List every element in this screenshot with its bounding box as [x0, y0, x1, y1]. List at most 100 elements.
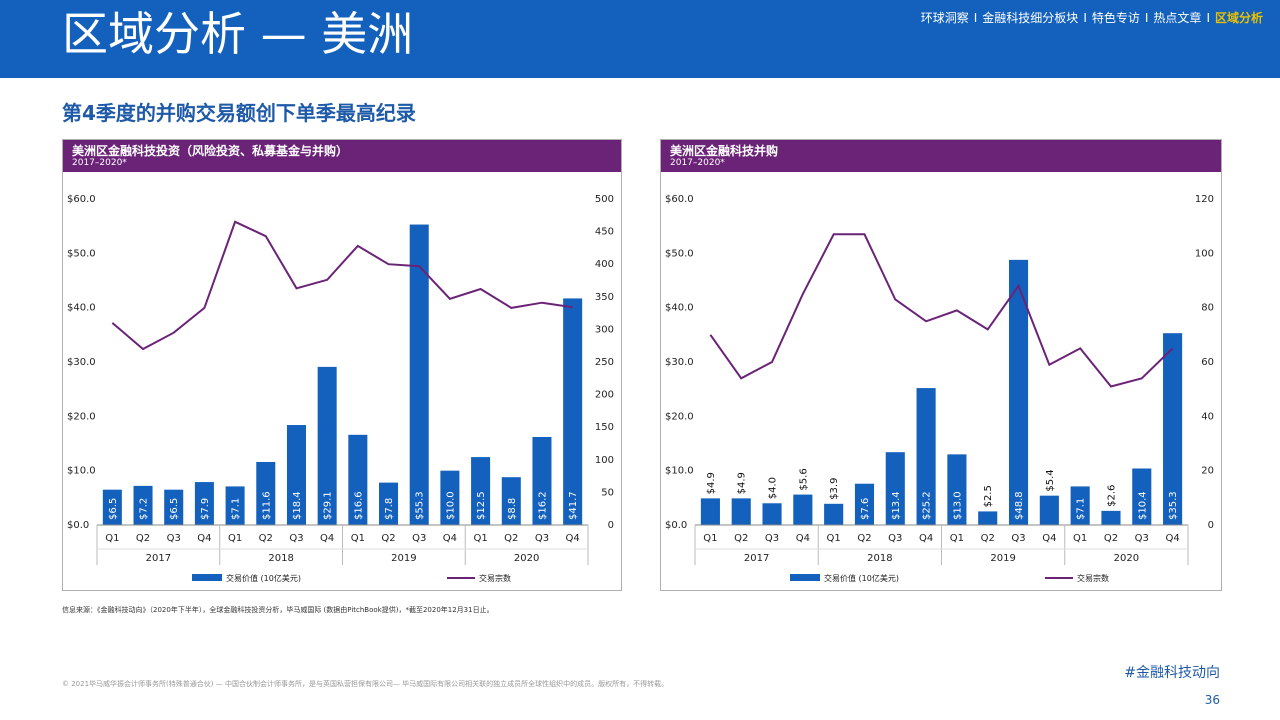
bar-data-label: $4.9	[737, 472, 748, 494]
bar-data-label: $25.2	[922, 491, 933, 520]
year-label: 2017	[744, 553, 769, 564]
bar-data-label: $2.6	[1106, 485, 1117, 507]
bar-data-label: $5.4	[1045, 469, 1056, 491]
legend-bar-label: 交易价值 (10亿美元)	[824, 573, 899, 583]
right-axis-tick-label: 60	[1201, 357, 1214, 368]
quarter-label: Q2	[504, 533, 518, 544]
chart-panel-ma: 美洲区金融科技并购 2017–2020* $0.0 $10.0 $20.0 $30.0…	[660, 139, 1222, 591]
bar	[1132, 468, 1152, 525]
right-axis-tick-label: 120	[1195, 194, 1214, 205]
bar-data-label: $48.8	[1014, 491, 1025, 520]
nav-item-regional-analysis[interactable]: 区域分析	[1214, 11, 1263, 25]
bar-data-label: $8.8	[507, 498, 518, 520]
page-number: 36	[1204, 693, 1220, 707]
count-line	[709, 233, 1174, 388]
left-axis-tick-label: $60.0	[665, 194, 694, 205]
legend-bar-label: 交易价值 (10亿美元)	[226, 573, 301, 583]
left-axis-tick-label: $50.0	[665, 248, 694, 259]
quarter-label: Q3	[1011, 533, 1025, 544]
bar	[194, 482, 214, 525]
right-axis-tick-label: 250	[595, 357, 614, 368]
bar	[793, 494, 813, 525]
bar	[225, 486, 245, 525]
quarter-label: Q1	[1073, 533, 1087, 544]
nav-item-interviews[interactable]: 特色专访	[1091, 11, 1140, 25]
quarter-label: Q3	[888, 533, 902, 544]
year-label: 2020	[514, 553, 539, 564]
bar-data-label: $41.7	[568, 491, 579, 520]
quarter-label: Q4	[919, 533, 933, 544]
bar-data-label: $7.1	[231, 498, 242, 520]
bar-data-label: $10.4	[1137, 491, 1148, 520]
bar	[440, 470, 460, 525]
nav-item-global-insights[interactable]: 环球洞察	[920, 11, 969, 25]
year-label: 2017	[146, 553, 171, 564]
chart-subtitle: 2017–2020*	[670, 158, 725, 168]
year-label: 2018	[867, 553, 892, 564]
right-axis-tick-label: 20	[1201, 466, 1214, 477]
nav-item-fintech-segments[interactable]: 金融科技细分板块	[982, 11, 1079, 25]
chart-title: 美洲区金融科技并购	[670, 144, 779, 158]
year-label: 2019	[990, 553, 1015, 564]
bar	[731, 498, 751, 525]
hashtag-link[interactable]: #金融科技动向	[1124, 665, 1220, 681]
right-axis-tick-label: 200	[595, 390, 614, 401]
top-nav: 环球洞察 I 金融科技细分板块 I 特色专访 I 热点文章 I 区域分析	[920, 11, 1263, 25]
right-axis-tick-label: 100	[1195, 248, 1214, 259]
quarter-label: Q1	[827, 533, 841, 544]
bar-data-label: $7.2	[139, 498, 150, 520]
quarter-label: Q1	[950, 533, 964, 544]
bar	[947, 454, 967, 525]
quarter-label: Q2	[136, 533, 150, 544]
bar	[348, 434, 368, 525]
right-axis-tick-label: 150	[595, 422, 614, 433]
chart-investment: $0.0 $10.0 $20.0 $30.0 $40.0 $50.0 $60.0 0 50 100…	[67, 194, 614, 583]
right-axis-tick-label: 50	[601, 487, 614, 498]
right-axis-tick-label: 0	[608, 520, 614, 531]
legend-line-label: 交易宗数	[1077, 573, 1109, 583]
bar-data-label: $6.5	[108, 498, 119, 520]
quarter-label: Q1	[473, 533, 487, 544]
quarter-label: Q2	[259, 533, 273, 544]
year-label: 2018	[268, 553, 293, 564]
chart-ma: $0.0 $10.0 $20.0 $30.0 $40.0 $50.0 $60.0 0 20 40 6…	[665, 194, 1214, 583]
left-axis-tick-label: $20.0	[67, 411, 96, 422]
quarter-label: Q2	[1104, 533, 1118, 544]
bar	[762, 503, 782, 525]
bar	[1070, 486, 1090, 525]
chart-title: 美洲区金融科技投资（风险投资、私募基金与并购）	[72, 144, 349, 158]
copyright-note: © 2021毕马威华振会计师事务所(特殊普通合伙) — 中国合伙制会计师事务所，…	[62, 680, 669, 688]
bar-data-label: $7.6	[860, 498, 871, 520]
year-label: 2019	[391, 553, 416, 564]
quarter-label: Q3	[412, 533, 426, 544]
right-axis-tick-label: 500	[595, 194, 614, 205]
bar-data-label: $11.6	[261, 491, 272, 520]
left-axis-tick-label: $0.0	[67, 520, 89, 531]
bar	[1039, 495, 1059, 525]
bar-data-label: $13.4	[891, 491, 902, 520]
quarter-label: Q4	[197, 533, 211, 544]
bar	[978, 511, 998, 525]
nav-item-hot-articles[interactable]: 热点文章	[1153, 11, 1202, 25]
bar-data-label: $12.5	[476, 491, 487, 520]
quarter-label: Q4	[1165, 533, 1179, 544]
quarter-label: Q4	[1042, 533, 1056, 544]
bar-data-label: $55.3	[415, 491, 426, 520]
bar	[854, 483, 875, 525]
right-axis-tick-label: 400	[595, 259, 614, 270]
bar-data-label: $18.4	[292, 491, 303, 520]
section-subtitle: 第4季度的并购交易额创下单季最高纪录	[62, 101, 416, 125]
bar	[1008, 259, 1029, 525]
bar	[885, 452, 905, 525]
right-axis-tick-label: 100	[595, 455, 614, 466]
left-axis-tick-label: $10.0	[665, 466, 694, 477]
bar-data-label: $4.0	[768, 477, 779, 499]
left-axis-tick-label: $20.0	[665, 411, 694, 422]
bar-data-label: $7.8	[384, 498, 395, 520]
bar-data-label: $3.9	[829, 478, 840, 500]
bar-data-label: $13.0	[952, 491, 963, 520]
left-axis-tick-label: $40.0	[665, 303, 694, 314]
bar	[532, 436, 552, 525]
bar-data-label: $16.2	[537, 491, 548, 520]
bar-data-label: $16.6	[353, 491, 364, 520]
